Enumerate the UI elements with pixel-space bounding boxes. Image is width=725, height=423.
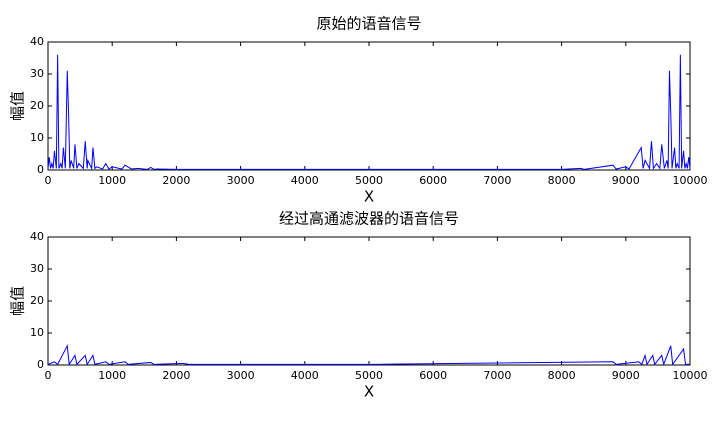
chart-title: 经过高通滤波器的语音信号 [279,210,459,228]
x-tick-label: 5000 [355,369,383,382]
x-tick-label: 3000 [227,174,255,187]
x-tick-label: 8000 [548,174,576,187]
x-tick-label: 6000 [419,174,447,187]
y-tick-label: 20 [30,99,44,112]
y-tick-label: 0 [37,358,44,371]
x-tick-label: 6000 [419,369,447,382]
plot-area [47,41,691,171]
x-tick-label: 4000 [291,369,319,382]
x-tick-label: 0 [45,174,52,187]
y-tick-label: 10 [30,131,44,144]
y-axis-label: 幅值 [9,286,27,316]
signal-line [47,344,690,367]
x-axis-label: X [364,188,374,206]
y-tick-label: 20 [30,294,44,307]
x-tick-label: 0 [45,369,52,382]
x-tick-label: 4000 [291,174,319,187]
y-tick-label: 40 [30,35,44,48]
signal-line [47,54,691,171]
x-tick-label: 1000 [98,174,126,187]
x-tick-label: 10000 [673,174,708,187]
x-tick-label: 5000 [355,174,383,187]
x-tick-label: 2000 [162,369,190,382]
y-tick-label: 0 [37,163,44,176]
y-tick-label: 30 [30,262,44,275]
x-tick-label: 2000 [162,174,190,187]
x-tick-label: 10000 [673,369,708,382]
y-tick-label: 10 [30,326,44,339]
x-axis-label: X [364,383,374,401]
y-tick-label: 40 [30,230,44,243]
x-tick-label: 3000 [227,369,255,382]
x-tick-label: 7000 [483,369,511,382]
y-tick-label: 30 [30,67,44,80]
chart-title: 原始的语音信号 [316,15,421,33]
x-tick-label: 8000 [548,369,576,382]
x-tick-label: 9000 [612,174,640,187]
x-tick-label: 7000 [483,174,511,187]
x-tick-label: 1000 [98,369,126,382]
y-axis-label: 幅值 [9,91,27,121]
x-tick-label: 9000 [612,369,640,382]
plot-area [47,236,691,366]
